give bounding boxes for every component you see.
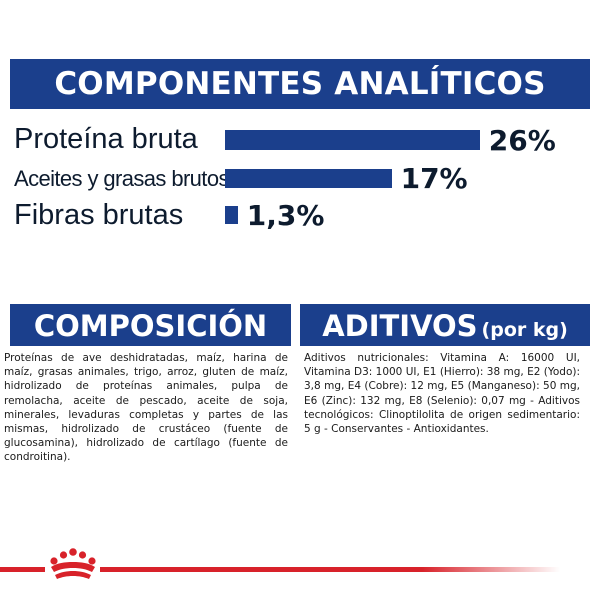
fiber-bar <box>225 206 238 224</box>
fiber-value: 1,3% <box>246 199 325 232</box>
brand-line <box>0 565 600 573</box>
composition-text: Proteínas de ave deshidratadas, maíz, ha… <box>4 352 288 464</box>
fat-bar <box>225 169 392 188</box>
analytics-title: COMPONENTES ANALÍTICOS <box>10 59 590 109</box>
additives-unit: (por kg) <box>481 319 568 341</box>
additives-text: Aditivos nutricionales: Vitamina A: 1600… <box>304 352 580 436</box>
additives-title: ADITIVOS <box>322 309 478 343</box>
brand-line-left <box>0 567 45 572</box>
crown-icon <box>50 548 96 579</box>
protein-label: Proteína bruta <box>14 123 198 155</box>
fat-label: Aceites y grasas brutos <box>14 166 229 191</box>
fat-value: 17% <box>400 162 468 195</box>
protein-value: 26% <box>488 124 556 157</box>
protein-bar <box>225 130 480 150</box>
additives-header: ADITIVOS (por kg) <box>300 304 590 346</box>
fiber-label: Fibras brutas <box>14 199 184 231</box>
brand-line-right <box>100 567 560 572</box>
composition-title: COMPOSICIÓN <box>10 304 291 346</box>
